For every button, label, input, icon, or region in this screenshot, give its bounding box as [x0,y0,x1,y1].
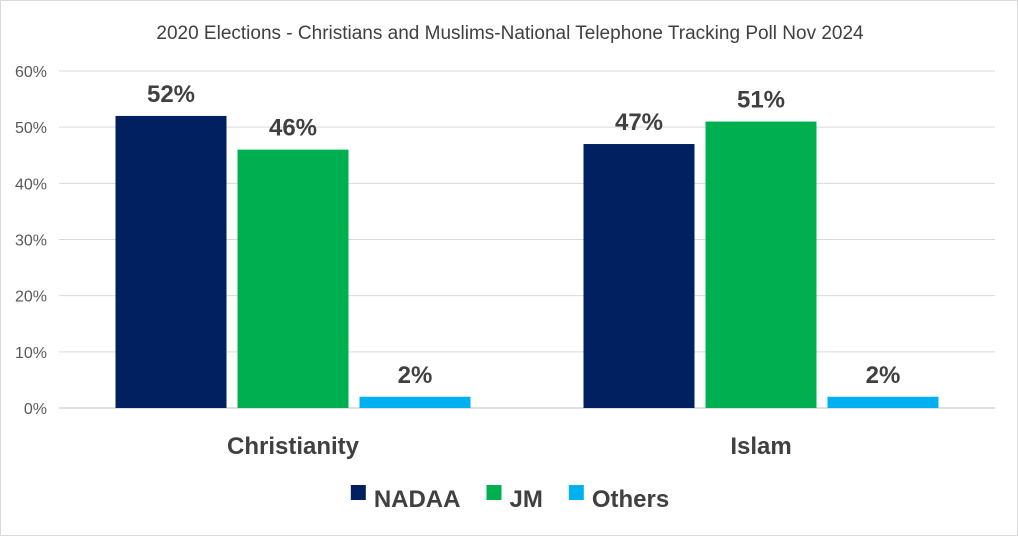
legend-label: NADAA [374,486,461,513]
legend-item-others: Others [568,485,669,513]
bars [115,115,939,409]
legend-item-jm: JM [486,485,543,513]
y-tick-label: 30% [15,233,47,250]
data-label: 2% [398,362,433,389]
legend-label: Others [592,486,669,513]
y-tick-label: 60% [15,64,47,81]
legend-swatch [350,485,366,500]
data-label: 52% [147,81,195,108]
bar-others-christianity [359,396,471,408]
bar-nadaa-islam [583,144,695,408]
legend-item-nadaa: NADAA [350,485,461,513]
category-labels: Christianity Islam [227,433,792,460]
category-label: Islam [730,433,791,460]
bar-jm-christianity [237,149,349,408]
y-tick-label: 0% [24,401,47,418]
legend: NADAA JM Others [350,485,669,513]
legend-swatch [486,485,502,500]
data-label: 47% [615,109,663,136]
data-label: 2% [866,362,901,389]
y-tick-label: 40% [15,176,47,193]
legend-label: JM [509,486,542,513]
data-labels: 52% 46% 2% 47% 51% 2% [147,81,900,389]
y-tick-label: 10% [15,345,47,362]
y-tick-label: 20% [15,289,47,306]
y-tick-label: 50% [15,120,47,137]
data-label: 46% [269,115,317,142]
bar-nadaa-christianity [115,115,227,408]
chart-title: 2020 Elections - Christians and Muslims-… [156,23,864,44]
data-label: 51% [737,87,785,114]
bar-jm-islam [705,121,817,409]
y-axis-ticks: 0% 10% 20% 30% 40% 50% 60% [15,64,47,418]
legend-swatch [568,485,584,500]
bar-others-islam [827,396,939,408]
category-label: Christianity [227,433,360,460]
